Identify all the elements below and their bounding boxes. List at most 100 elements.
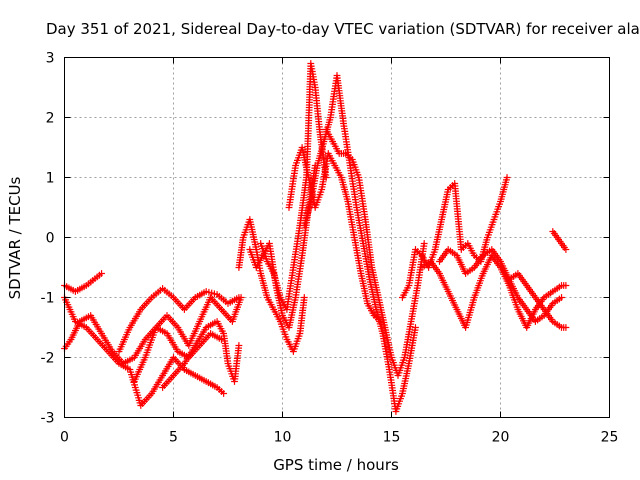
data-point-markers xyxy=(191,289,208,301)
data-point-markers xyxy=(115,326,133,355)
data-point-markers xyxy=(137,296,154,313)
series-s7 xyxy=(235,216,308,355)
data-point-markers xyxy=(181,366,197,378)
data-point-markers xyxy=(93,336,110,353)
data-point-markers xyxy=(207,294,223,311)
data-point-markers xyxy=(329,138,342,155)
data-point-marker xyxy=(300,294,308,301)
data-point-markers xyxy=(523,282,538,299)
data-point-markers xyxy=(344,198,358,239)
data-point-markers xyxy=(285,296,299,331)
data-point-markers xyxy=(464,240,477,257)
data-point-markers xyxy=(488,252,503,269)
x-tick-label: 5 xyxy=(169,430,178,446)
data-point-markers xyxy=(202,288,218,298)
data-point-markers xyxy=(170,294,186,311)
x-tick-label: 10 xyxy=(274,430,292,446)
data-point-markers xyxy=(549,318,563,330)
data-point-markers xyxy=(470,254,485,271)
x-tick-labels: 0 5 10 15 20 25 xyxy=(60,57,619,446)
data-point-markers xyxy=(296,296,308,337)
data-point-marker xyxy=(420,240,428,247)
data-point-markers xyxy=(490,200,503,223)
data-point-markers xyxy=(357,270,371,305)
data-point-markers xyxy=(427,258,442,275)
data-point-markers xyxy=(207,330,223,342)
data-point-markers xyxy=(359,240,373,281)
data-series xyxy=(61,60,570,415)
data-point-markers xyxy=(324,150,337,167)
data-point-markers xyxy=(72,283,88,295)
series-s10 xyxy=(285,144,384,325)
data-point-markers xyxy=(335,150,347,157)
series-s6 xyxy=(159,318,243,391)
data-point-markers xyxy=(438,188,451,223)
data-point-markers xyxy=(298,206,312,259)
y-axis-label: SDTVAR / TECUs xyxy=(6,176,24,299)
data-point-markers xyxy=(436,248,451,265)
data-point-markers xyxy=(137,392,154,409)
data-point-markers xyxy=(148,286,164,301)
data-point-markers xyxy=(558,282,568,289)
data-point-markers xyxy=(252,254,265,271)
data-point-markers xyxy=(479,247,493,259)
data-point-markers xyxy=(444,182,456,193)
data-point-markers xyxy=(292,254,306,301)
data-point-marker xyxy=(218,336,225,343)
data-point-markers xyxy=(67,320,83,343)
data-point-markers xyxy=(470,252,483,263)
data-point-markers xyxy=(298,144,312,179)
data-point-markers xyxy=(126,308,143,331)
data-point-markers xyxy=(148,374,165,397)
data-point-markers xyxy=(322,126,335,143)
data-point-markers xyxy=(163,330,180,353)
y-tick-label: 2 xyxy=(46,111,55,127)
data-point-markers xyxy=(453,252,468,275)
data-point-markers xyxy=(196,332,213,349)
data-point-marker xyxy=(220,390,228,397)
data-point-marker xyxy=(412,324,419,331)
data-point-markers xyxy=(532,313,546,325)
data-point-markers xyxy=(338,174,351,203)
data-point-markers xyxy=(213,291,230,306)
series-s1 xyxy=(61,270,105,295)
data-point-markers xyxy=(202,319,219,331)
data-point-markers xyxy=(311,84,323,131)
data-point-markers xyxy=(98,330,115,353)
data-point-markers xyxy=(213,318,226,335)
data-point-markers xyxy=(270,306,283,323)
data-point-markers xyxy=(270,270,284,299)
grid-lines xyxy=(64,57,610,418)
data-point-markers xyxy=(558,324,568,331)
data-point-marker xyxy=(562,282,570,289)
data-point-markers xyxy=(558,240,568,251)
data-point-markers xyxy=(372,306,386,335)
data-point-markers xyxy=(141,326,159,361)
data-point-markers xyxy=(368,264,382,299)
data-point-marker xyxy=(503,174,511,181)
data-point-markers xyxy=(431,218,445,253)
data-point-markers xyxy=(514,270,529,287)
data-point-markers xyxy=(290,332,303,355)
x-axis-label: GPS time / hours xyxy=(273,456,399,474)
data-point-markers xyxy=(497,176,510,205)
data-point-markers xyxy=(181,296,197,313)
data-point-markers xyxy=(300,200,314,229)
data-point-markers xyxy=(399,362,412,397)
x-tick-label: 25 xyxy=(601,430,619,446)
data-point-markers xyxy=(170,362,186,379)
data-point-markers xyxy=(392,392,405,415)
data-point-markers xyxy=(257,240,270,263)
data-point-markers xyxy=(283,266,297,313)
y-tick-label: 1 xyxy=(46,171,55,187)
series-s15 xyxy=(436,246,570,331)
data-point-markers xyxy=(436,270,451,293)
data-point-markers xyxy=(263,258,276,275)
data-point-markers xyxy=(276,318,290,341)
data-point-markers xyxy=(87,312,104,335)
data-point-markers xyxy=(505,282,521,311)
data-point-markers xyxy=(130,338,148,361)
data-point-markers xyxy=(484,218,497,241)
data-point-marker xyxy=(237,294,245,301)
data-point-markers xyxy=(331,162,344,179)
